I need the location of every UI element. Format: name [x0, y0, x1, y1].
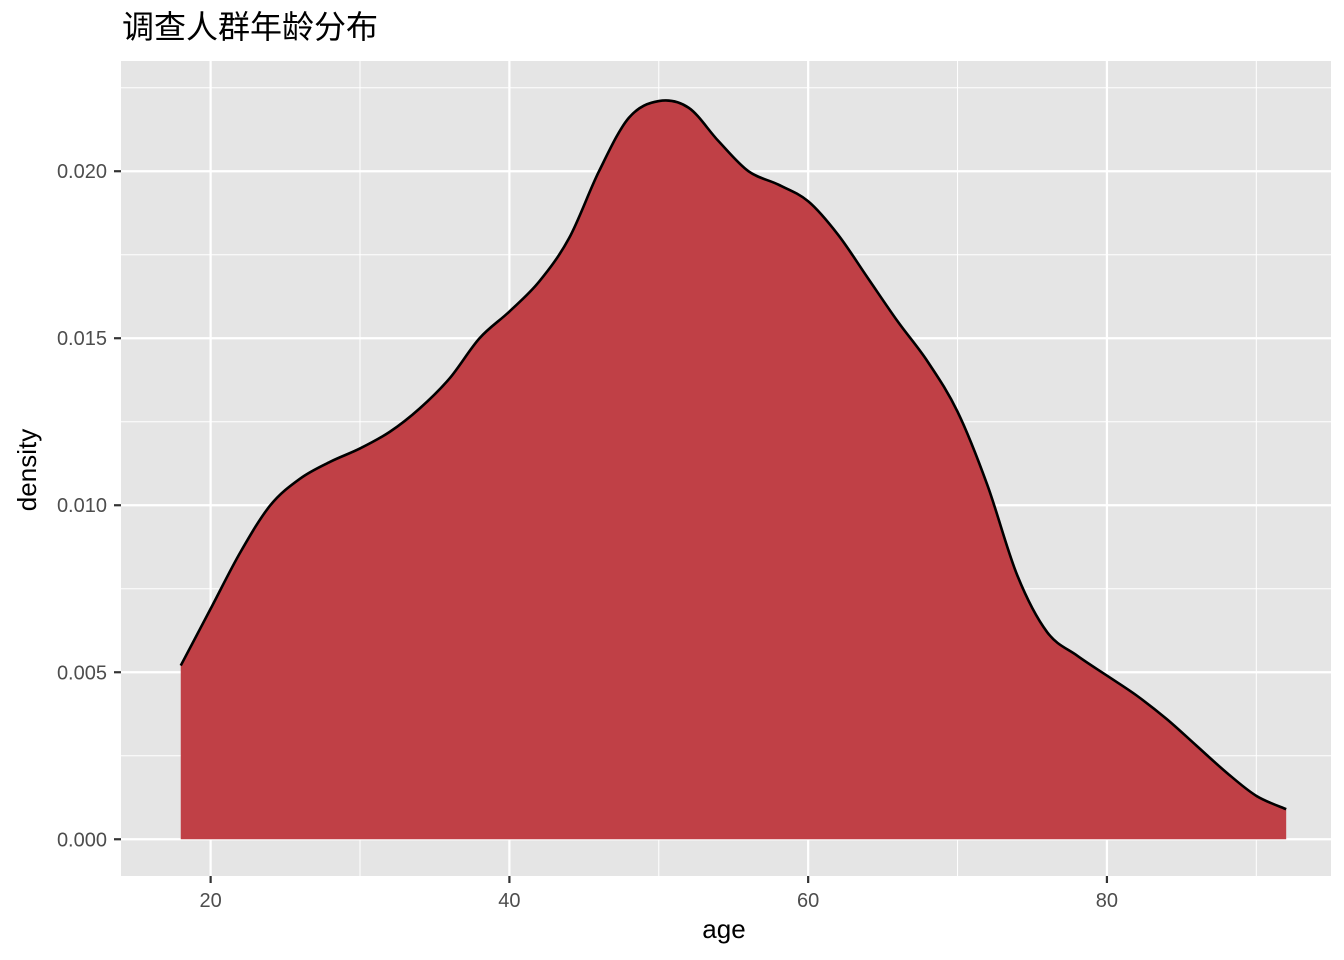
x-tick-label: 60	[797, 890, 819, 912]
y-tick-label: 0.020	[57, 161, 107, 183]
x-axis: 20 40 60 80	[200, 876, 1118, 912]
x-axis-title: age	[702, 914, 745, 944]
y-tick-label: 0.015	[57, 328, 107, 350]
x-tick-label: 80	[1096, 890, 1118, 912]
chart-title: 调查人群年龄分布	[122, 8, 378, 46]
x-tick-label: 40	[498, 890, 520, 912]
y-tick-label: 0.000	[57, 829, 107, 851]
x-tick-label: 20	[200, 890, 222, 912]
y-axis-title: density	[12, 429, 42, 511]
y-tick-label: 0.005	[57, 662, 107, 684]
y-tick-label: 0.010	[57, 495, 107, 517]
y-axis: 0.000 0.005 0.010 0.015 0.020	[57, 161, 121, 851]
density-curve	[179, 99, 1287, 811]
density-area	[180, 100, 1287, 840]
